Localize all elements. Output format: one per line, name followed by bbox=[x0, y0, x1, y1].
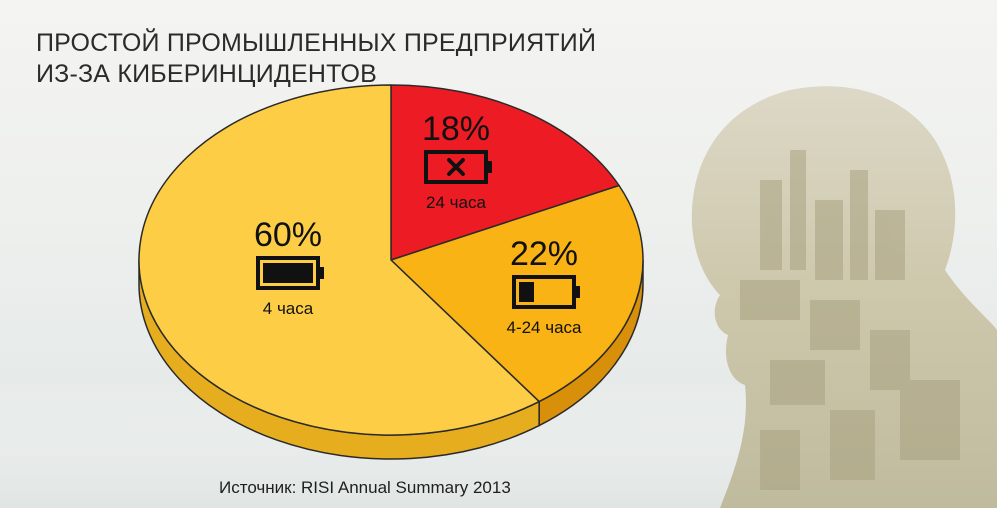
battery-full-icon bbox=[256, 256, 324, 290]
pie-slice-0 bbox=[390, 84, 620, 261]
slice-value-label: 18% bbox=[422, 110, 490, 148]
battery-low-icon bbox=[512, 275, 580, 309]
slice-category-label: 4 часа bbox=[263, 299, 314, 318]
slice-label-group-1: 22% 4-24 часа bbox=[506, 235, 582, 337]
pie-slice-2 bbox=[138, 84, 540, 436]
chart-title-line-1: ПРОСТОЙ ПРОМЫШЛЕННЫХ ПРЕДПРИЯТИЙ bbox=[36, 29, 597, 57]
chart-title: ПРОСТОЙ ПРОМЫШЛЕННЫХ ПРЕДПРИЯТИЙ ИЗ-ЗА К… bbox=[36, 28, 676, 90]
slice-value-label: 22% bbox=[510, 235, 578, 273]
source-note: Источник: RISI Annual Summary 2013 bbox=[219, 478, 511, 497]
slice-label-group-2: 60% 4 часа bbox=[254, 216, 324, 318]
slice-category-label: 4-24 часа bbox=[506, 318, 582, 337]
city-buildings bbox=[740, 150, 960, 490]
battery-empty-x-icon bbox=[424, 150, 492, 184]
chart-title-line-2: ИЗ-ЗА КИБЕРИНЦИДЕНТОВ bbox=[36, 60, 378, 88]
pie-slice-1 bbox=[390, 184, 644, 403]
slice-label-group-0: 18% 24 часа bbox=[422, 110, 492, 212]
slice-value-label: 60% bbox=[254, 216, 322, 254]
slice-category-label: 24 часа bbox=[426, 193, 486, 212]
